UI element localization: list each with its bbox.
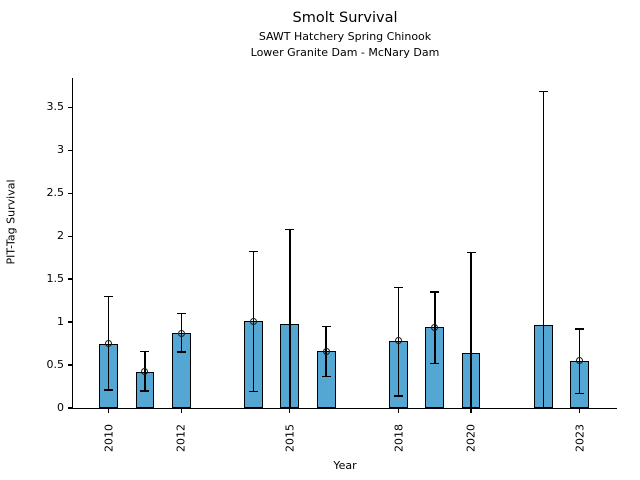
- x-tick-label-text: 2015: [283, 424, 297, 452]
- error-bar-cap-upper: [285, 228, 295, 230]
- x-tick: [398, 409, 400, 413]
- error-bar-cap-upper: [321, 325, 331, 328]
- error-bar-cap-lower: [176, 351, 186, 353]
- chart-subtitle-stock: SAWT Hatchery Spring Chinook: [258, 30, 432, 43]
- x-tick-label-text: 2012: [174, 424, 188, 452]
- x-tick-label-text: 2023: [573, 424, 587, 452]
- x-tick: [180, 409, 182, 413]
- error-bar-cap-lower: [104, 389, 114, 391]
- y-tick-label: 1: [57, 315, 64, 329]
- x-tick-label-text: 2020: [464, 424, 478, 452]
- chart-title: Smolt Survival: [292, 10, 398, 26]
- error-bar-cap-upper: [104, 295, 114, 297]
- chart-subtitle-reach: Lower Granite Dam - McNary Dam: [250, 46, 440, 59]
- y-tick: [68, 407, 72, 409]
- x-tick: [289, 409, 291, 413]
- error-bar-line: [289, 229, 291, 408]
- error-bar-cap-upper: [394, 286, 404, 289]
- y-axis-label-text: PIT-Tag Survival: [4, 179, 18, 265]
- error-bar-cap-upper: [539, 91, 549, 93]
- survival-point-marker: [576, 357, 584, 365]
- x-tick: [470, 409, 472, 413]
- y-tick-label: 0.5: [46, 358, 65, 372]
- x-tick-label-text: 2018: [392, 424, 406, 452]
- survival-point-marker: [141, 368, 149, 376]
- survival-point-marker: [177, 329, 185, 337]
- y-tick: [68, 321, 72, 323]
- x-axis-label: Year: [333, 459, 357, 472]
- survival-point-marker: [105, 340, 113, 348]
- error-bar-cap-lower: [140, 390, 150, 392]
- y-tick: [68, 278, 72, 280]
- error-bar-cap-upper: [430, 291, 440, 293]
- plot-area: [72, 78, 617, 409]
- y-tick: [68, 192, 72, 194]
- error-bar-cap-upper: [140, 350, 150, 352]
- error-bar-cap-lower: [321, 375, 331, 377]
- x-tick: [579, 409, 581, 413]
- error-bar-cap-upper: [176, 312, 186, 315]
- y-tick-label: 2.5: [46, 186, 65, 200]
- y-tick-label: 0: [57, 401, 64, 414]
- y-tick-label: 3.5: [46, 100, 65, 114]
- error-bar-cap-upper: [575, 328, 585, 330]
- survival-point-marker: [322, 347, 330, 355]
- error-bar-cap-lower: [430, 362, 440, 364]
- x-tick: [108, 409, 110, 413]
- y-tick: [68, 149, 72, 151]
- error-bar-cap-upper: [249, 250, 259, 253]
- error-bar-line: [470, 252, 472, 408]
- survival-point-marker: [395, 337, 403, 345]
- error-bar-cap-upper: [466, 251, 476, 254]
- y-tick-label: 1.5: [46, 272, 65, 286]
- error-bar-cap-lower: [394, 395, 404, 397]
- y-tick-label: 2: [57, 229, 64, 243]
- error-bar-cap-lower: [575, 392, 585, 395]
- survival-point-marker: [431, 323, 439, 331]
- x-tick-label-text: 2010: [102, 424, 116, 452]
- survival-point-marker: [250, 317, 258, 325]
- y-tick: [68, 364, 72, 366]
- error-bar-cap-lower: [249, 390, 259, 393]
- y-tick: [68, 106, 72, 108]
- y-tick-label: 3: [57, 143, 64, 157]
- y-tick: [68, 235, 72, 237]
- error-bar-line: [542, 91, 545, 408]
